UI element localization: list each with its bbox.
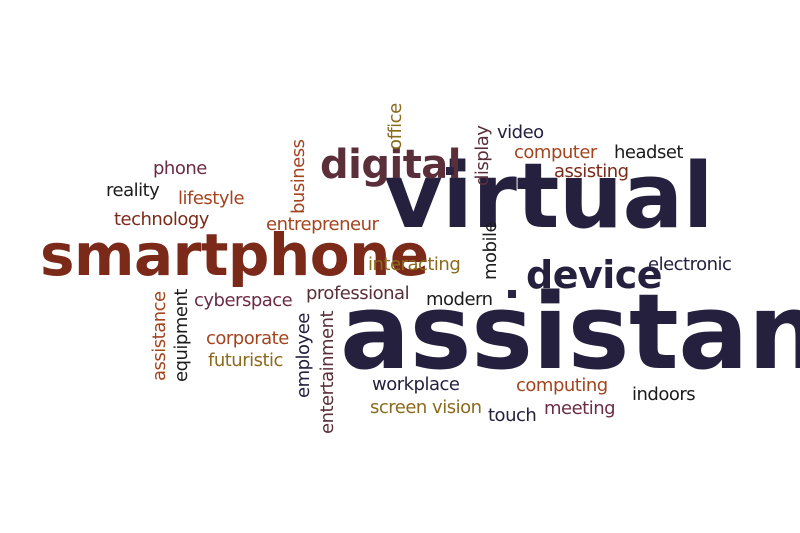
word-futuristic: futuristic [208,350,283,371]
word-video: video [497,122,544,143]
word-equipment: equipment [171,289,192,382]
word-entertainment: entertainment [317,310,338,434]
word-employee: employee [293,313,314,398]
word-virtual: virtual [384,144,714,249]
word-lifestyle: lifestyle [178,188,245,209]
word-electronic: electronic [648,254,732,275]
word-cyberspace: cyberspace [194,290,293,311]
word-mobile: mobile [480,221,501,280]
word-screen-vision: screen vision [370,397,482,418]
word-workplace: workplace [372,374,460,395]
word-headset: headset [614,142,683,163]
word-technology: technology [114,209,209,230]
word-interacting: interacting [368,254,461,275]
word-digital: digital [320,142,462,188]
word-assistant: assistant [340,271,800,393]
word-phone: phone [153,158,207,179]
word-modern: modern [426,289,493,310]
word-corporate: corporate [206,328,289,349]
word-assistance: assistance [149,291,170,381]
word-smartphone: smartphone [40,221,429,289]
word-indoors: indoors [632,384,696,405]
word-reality: reality [106,180,160,201]
word-entrepreneur: entrepreneur [266,214,379,235]
word-business: business [288,139,309,214]
word-computing: computing [516,375,608,396]
word-meeting: meeting [544,398,616,419]
word-device: device [526,253,663,297]
word-computer: computer [514,142,597,163]
word-professional: professional [306,283,410,304]
word-touch: touch [488,405,537,426]
word-display: display [472,125,493,186]
dot-mark-top [446,167,454,175]
word-assisting: assisting [554,161,629,182]
dot-mark-mid [508,290,516,298]
word-office: office [385,103,406,150]
